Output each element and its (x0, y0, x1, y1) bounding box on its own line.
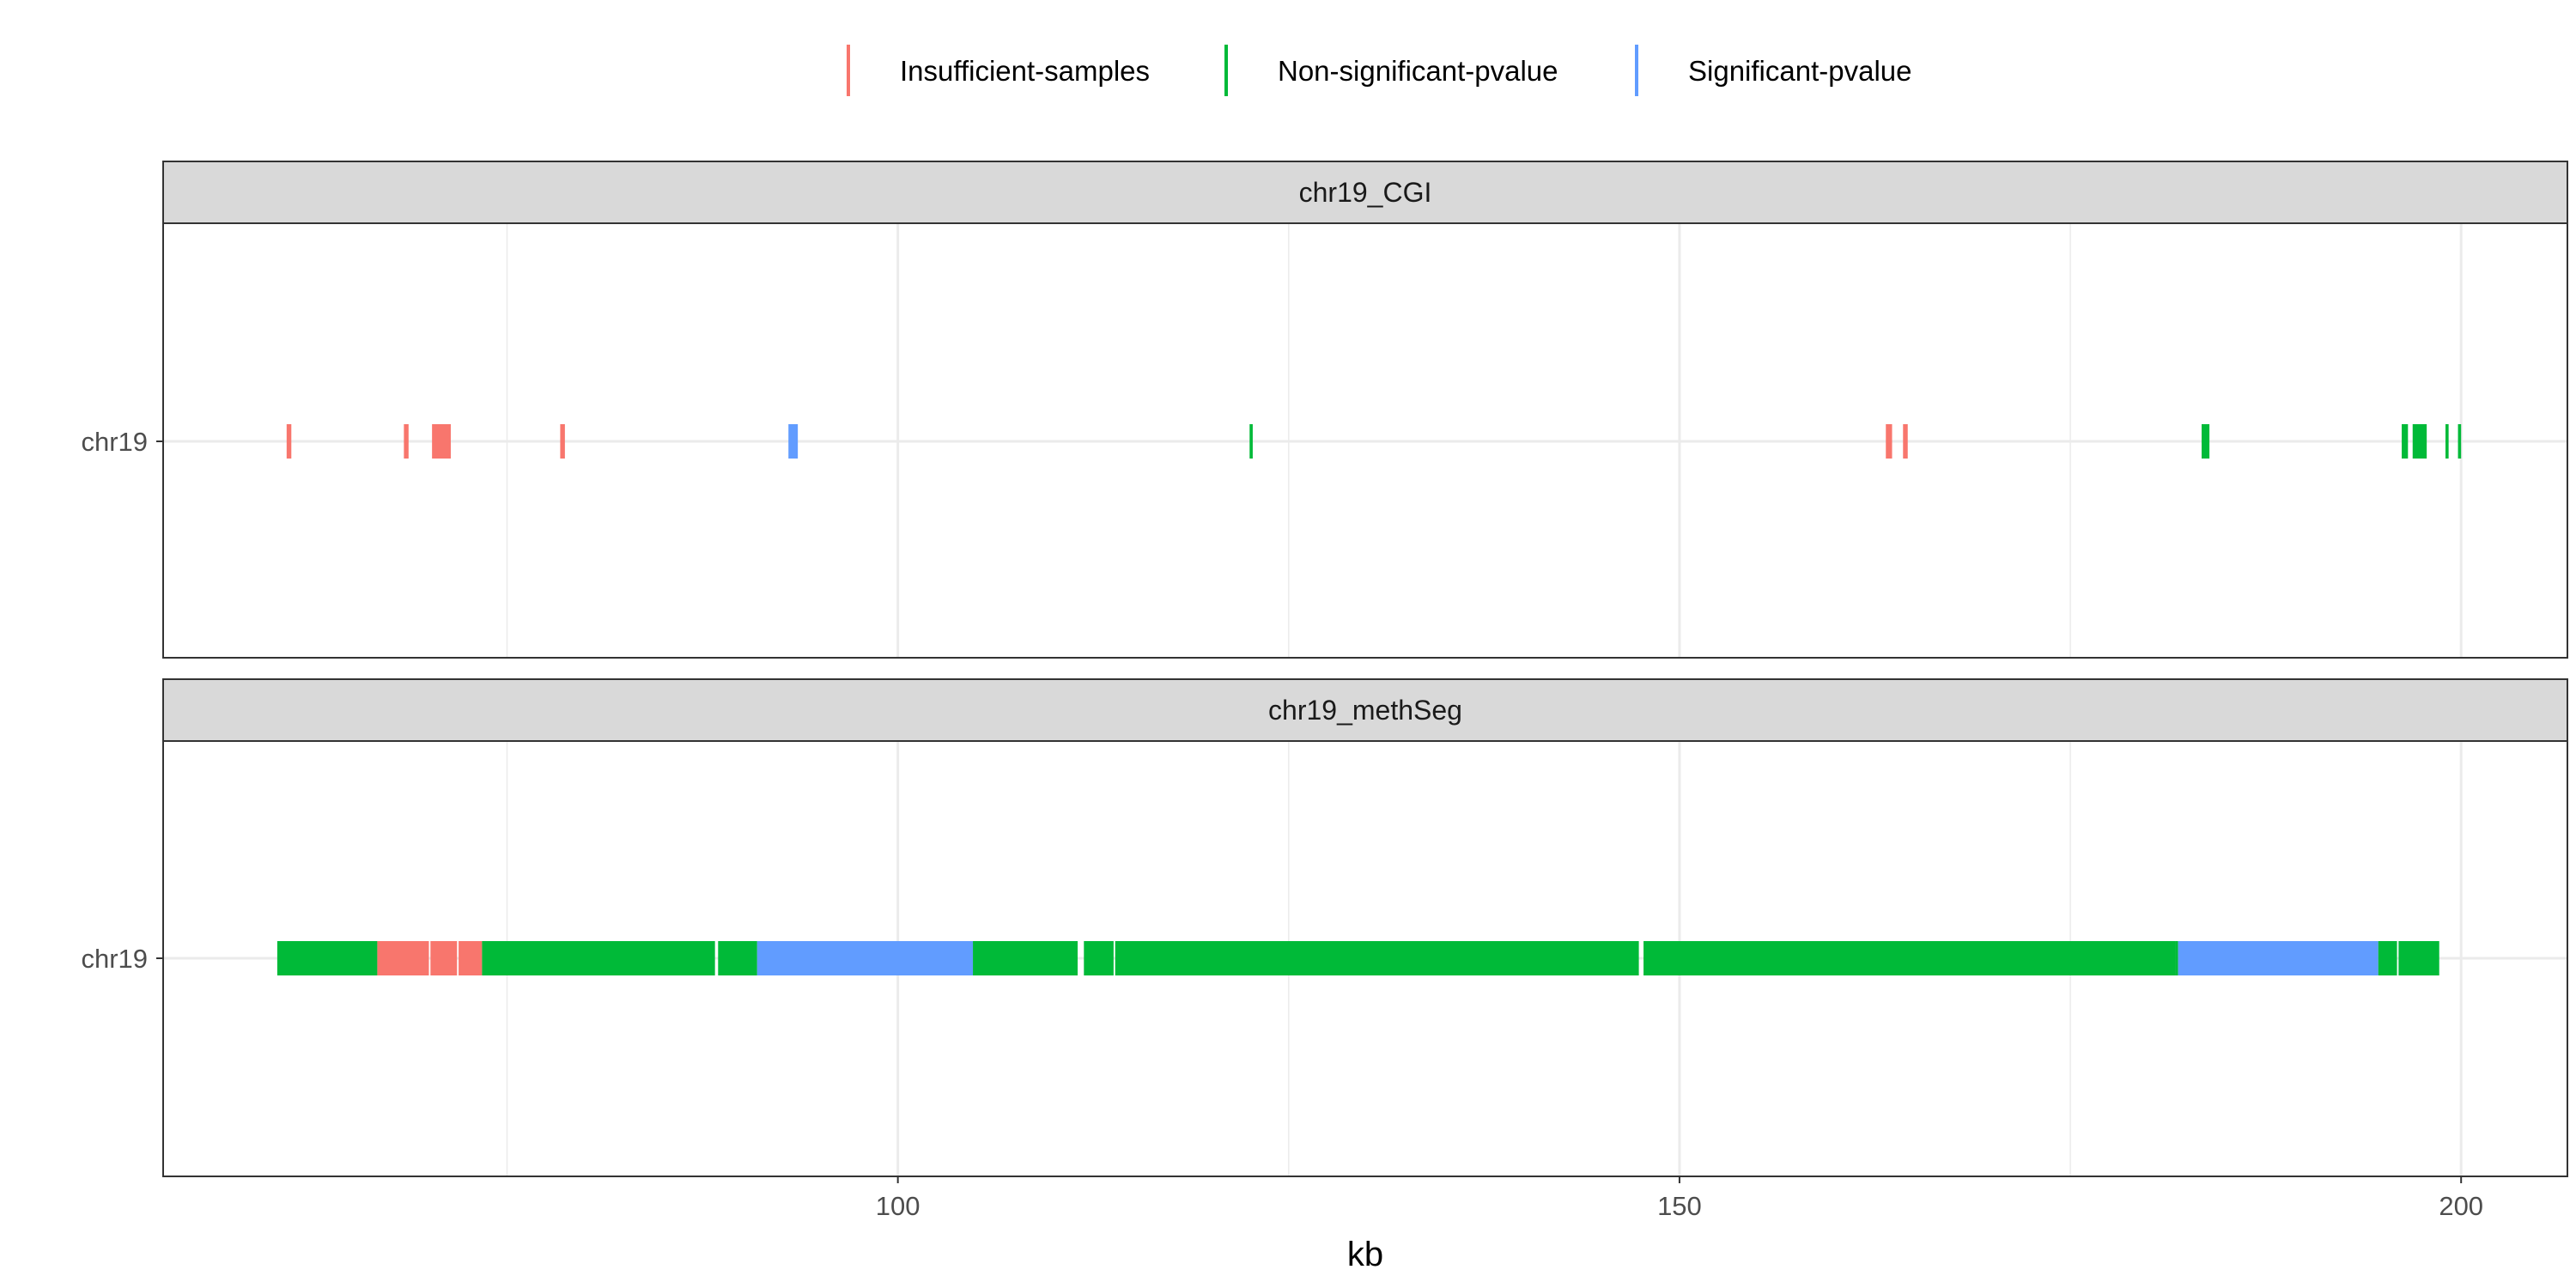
segment-11 (2412, 424, 2427, 459)
panel-strip-label: chr19_methSeg (1268, 695, 1462, 726)
y-tick-label: chr19 (81, 427, 148, 457)
segment-7 (1886, 424, 1893, 459)
segment-8 (973, 941, 1078, 975)
segment-2 (377, 941, 429, 975)
legend-label-1: Insufficient-samples (900, 55, 1150, 87)
segment-12 (2175, 941, 2178, 975)
segment-5 (788, 424, 799, 459)
panel-strip (162, 678, 2568, 742)
legend-label-3: Significant-pvalue (1688, 55, 1912, 87)
legend: Insufficient-samples Non-significant-pval… (847, 45, 1912, 96)
panels: chr19_CGI chr19 chr19_methSeg chr19 (81, 161, 2568, 1177)
segment-12 (2445, 424, 2449, 459)
segment-13 (2178, 941, 2379, 975)
segment-10 (1115, 941, 1639, 975)
panel-strip-label: chr19_CGI (1299, 177, 1432, 208)
legend-label-2: Non-significant-pvalue (1278, 55, 1558, 87)
segment-11 (1643, 941, 2176, 975)
panel-1: chr19_CGI chr19 (81, 161, 2568, 659)
segment-9 (1084, 941, 1114, 975)
segment-13 (2458, 424, 2462, 459)
panel-2: chr19_methSeg chr19 (81, 678, 2568, 1177)
segment-7 (756, 941, 974, 975)
segment-6 (718, 941, 757, 975)
segment-1 (276, 941, 378, 975)
segment-4 (560, 424, 565, 459)
segment-14 (2378, 941, 2397, 975)
y-tick-label: chr19 (81, 944, 148, 974)
segment-5 (482, 941, 715, 975)
x-tick-label-1: 100 (876, 1191, 920, 1221)
x-tick-label-3: 200 (2439, 1191, 2483, 1221)
segment-4 (459, 941, 483, 975)
segment-15 (2398, 941, 2439, 975)
panel-strip (162, 161, 2568, 224)
segment-9 (2201, 424, 2210, 459)
x-axis-title: kb (1347, 1236, 1383, 1273)
segment-10 (2402, 424, 2409, 459)
segment-2 (404, 424, 409, 459)
segment-8 (1903, 424, 1908, 459)
segment-6 (1249, 424, 1253, 459)
x-tick-label-2: 150 (1657, 1191, 1702, 1221)
x-axis: 100 150 200 (876, 1176, 2483, 1221)
segment-1 (286, 424, 292, 459)
segment-3 (430, 941, 458, 975)
segment-3 (432, 424, 451, 459)
